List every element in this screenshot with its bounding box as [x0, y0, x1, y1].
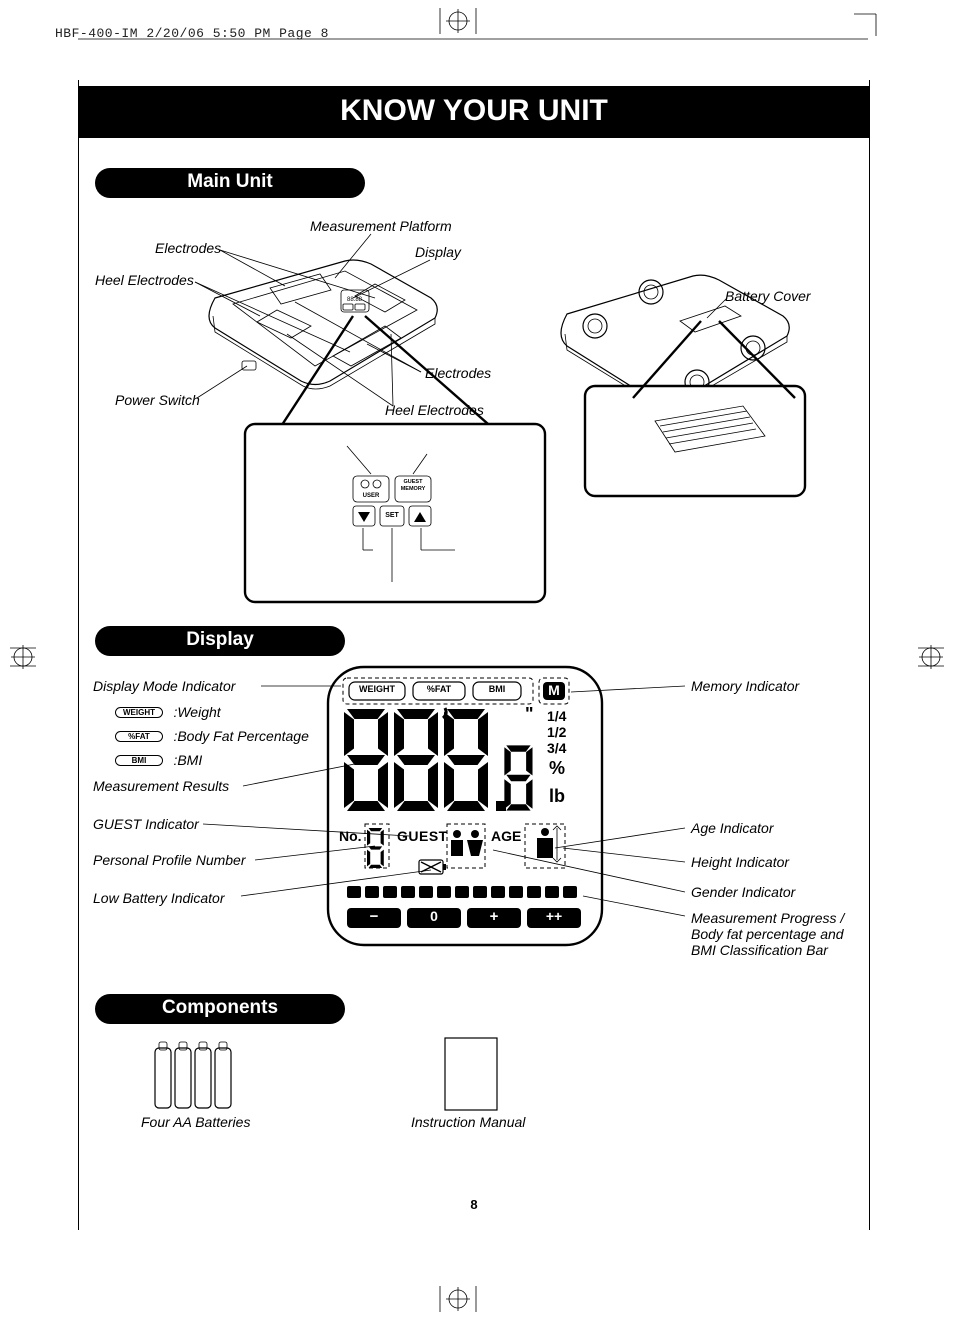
btn-guest2-text: MEMORY [400, 486, 426, 492]
lcd-badge-weight: WEIGHT [352, 684, 402, 694]
lcd-panel: " [325, 664, 605, 948]
lcd-age: AGE [491, 828, 521, 844]
label-low-battery: Low Battery Indicator [93, 890, 225, 906]
label-manual: Instruction Manual [411, 1114, 525, 1130]
label-height-indicator: Height Indicator [691, 854, 789, 870]
label-profile-number: Personal Profile Number [93, 852, 246, 868]
section-display: Display [95, 626, 345, 656]
lcd-guest: GUEST [397, 828, 448, 844]
bar-0: 0 [407, 908, 461, 924]
badge-fat-icon: %FAT [115, 731, 163, 742]
lcd-lb: lb [549, 786, 565, 807]
lcd-frac2: 1/2 [547, 724, 566, 740]
page-number: 8 [79, 1197, 869, 1212]
components-area: Four AA Batteries Instruction Manual [95, 1032, 853, 1152]
label-guest-indicator: GUEST Indicator [93, 816, 199, 832]
lcd-frac1: 1/4 [547, 708, 566, 724]
bar-plus: + [467, 908, 521, 925]
lcd-pct: % [549, 758, 565, 779]
lcd-no: No. [339, 828, 362, 844]
lcd-badge-m: M [543, 682, 565, 698]
svg-text:88.88: 88.88 [347, 297, 363, 303]
main-unit-svg: 88.88 [95, 206, 855, 626]
label-memory-indicator: Memory Indicator [691, 678, 799, 694]
label-weight: :Weight [173, 704, 220, 720]
lcd-badge-fat: %FAT [416, 684, 462, 694]
label-body-fat: :Body Fat Percentage [173, 728, 308, 744]
btn-user-text: USER [357, 493, 385, 499]
label-mode-indicator: Display Mode Indicator [93, 678, 235, 694]
page-frame: KNOW YOUR UNIT Main Unit Measurement Pla… [78, 80, 870, 1230]
btn-guest1-text: GUEST [400, 479, 426, 485]
label-age-indicator: Age Indicator [691, 820, 774, 836]
label-progress-l1: Measurement Progress / [691, 910, 844, 926]
section-main-unit: Main Unit [95, 168, 365, 198]
label-batteries: Four AA Batteries [141, 1114, 250, 1130]
label-bmi: :BMI [173, 752, 202, 768]
btn-set-text: SET [382, 512, 402, 519]
components-svg [95, 1032, 855, 1152]
lcd-frac3: 3/4 [547, 740, 566, 756]
bar-minus: − [347, 908, 401, 925]
badge-bmi-icon: BMI [115, 755, 163, 766]
badge-weight-icon: WEIGHT [115, 707, 163, 718]
header-line: HBF-400-IM 2/20/06 5:50 PM Page 8 [55, 26, 329, 41]
display-diagram: Display Mode Indicator WEIGHT :Weight %F… [95, 664, 853, 994]
section-components: Components [95, 994, 345, 1024]
label-progress-l2: Body fat percentage and [691, 926, 844, 942]
label-progress-l3: BMI Classification Bar [691, 942, 828, 958]
main-unit-diagram: Measurement Platform Display Electrodes … [95, 206, 853, 626]
title-bar: KNOW YOUR UNIT [79, 86, 869, 138]
svg-text:": " [525, 704, 534, 724]
lcd-badge-bmi: BMI [475, 684, 519, 694]
label-gender-indicator: Gender Indicator [691, 884, 795, 900]
bar-plusplus: ++ [527, 908, 581, 924]
label-measurement-results: Measurement Results [93, 778, 229, 794]
